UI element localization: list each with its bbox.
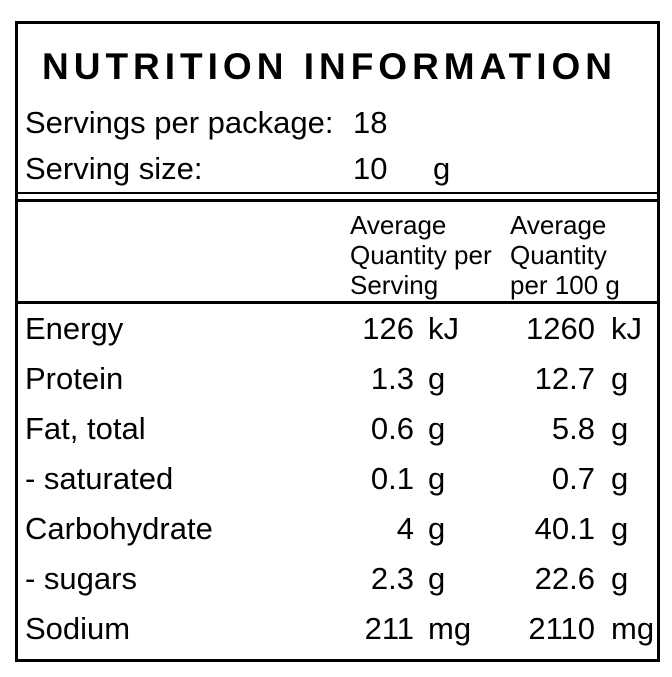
- servings-per-package-row: Servings per package: 18: [18, 100, 657, 146]
- per-serving-value: 126: [362, 311, 414, 346]
- per-100g-unit: g: [611, 511, 629, 546]
- per-100g-value: 5.8: [551, 411, 595, 446]
- per-100g-value: 22.6: [534, 561, 595, 596]
- nutrient-label: Sodium: [25, 611, 131, 646]
- serving-size-unit: g: [433, 151, 451, 186]
- per-100g-value: 0.7: [551, 461, 595, 496]
- serving-size-row: Serving size: 10 g: [18, 146, 657, 192]
- per-100g-value: 1260: [526, 311, 595, 346]
- per-100g-value: 2110: [528, 611, 595, 646]
- per-serving-unit: kJ: [428, 311, 459, 346]
- per-serving-value: 0.1: [370, 461, 414, 496]
- serving-size-label: Serving size:: [25, 151, 203, 186]
- table-row-sugars: - sugars 2.3 g 22.6 g: [18, 554, 657, 604]
- per-100g-unit: g: [611, 461, 629, 496]
- per-100g-value: 12.7: [534, 361, 595, 396]
- per-serving-value: 211: [364, 611, 414, 646]
- serving-size-value: 10: [353, 151, 388, 186]
- panel-title: NUTRITION INFORMATION: [42, 46, 617, 87]
- per-serving-unit: g: [428, 461, 446, 496]
- table-row-carbohydrate: Carbohydrate 4 g 40.1 g: [18, 504, 657, 554]
- table-row-energy: Energy 126 kJ 1260 kJ: [18, 304, 657, 354]
- per-serving-unit: g: [428, 561, 446, 596]
- per-100g-value: 40.1: [534, 511, 595, 546]
- per-100g-unit: g: [611, 561, 629, 596]
- per-serving-unit: g: [428, 361, 446, 396]
- nutrient-label: - sugars: [25, 561, 137, 596]
- table-row-protein: Protein 1.3 g 12.7 g: [18, 354, 657, 404]
- servings-per-package-label: Servings per package:: [25, 105, 334, 140]
- table-row-fat-total: Fat, total 0.6 g 5.8 g: [18, 404, 657, 454]
- servings-per-package-value: 18: [353, 105, 388, 140]
- per-serving-value: 1.3: [370, 361, 414, 396]
- divider-thin: [18, 192, 657, 194]
- per-100g-unit: g: [611, 411, 629, 446]
- per-100g-column-header: Average Quantity per 100 g: [510, 210, 620, 300]
- per-100g-unit: mg: [611, 611, 655, 646]
- per-serving-column-header: Average Quantity per Serving: [350, 210, 492, 300]
- per-100g-unit: kJ: [611, 311, 642, 346]
- divider-header-bottom: [18, 301, 657, 304]
- nutrient-label: Carbohydrate: [25, 511, 213, 546]
- nutrient-label: Fat, total: [25, 411, 146, 446]
- nutrient-label: Protein: [25, 361, 124, 396]
- nutrition-information-panel: NUTRITION INFORMATION Servings per packa…: [15, 21, 660, 662]
- per-serving-value: 4: [396, 511, 414, 546]
- per-serving-value: 2.3: [370, 561, 414, 596]
- per-serving-unit: mg: [428, 611, 472, 646]
- column-header-spacer: [25, 210, 350, 301]
- per-serving-unit: g: [428, 411, 446, 446]
- table-row-saturated: - saturated 0.1 g 0.7 g: [18, 454, 657, 504]
- per-serving-unit: g: [428, 511, 446, 546]
- column-header-row: Average Quantity per Serving Average Qua…: [18, 202, 657, 301]
- divider-thick: [18, 199, 657, 202]
- nutrient-label: Energy: [25, 311, 124, 346]
- per-100g-unit: g: [611, 361, 629, 396]
- table-row-sodium: Sodium 211 mg 2110 mg: [18, 604, 657, 654]
- nutrient-label: - saturated: [25, 461, 174, 496]
- per-serving-value: 0.6: [370, 411, 414, 446]
